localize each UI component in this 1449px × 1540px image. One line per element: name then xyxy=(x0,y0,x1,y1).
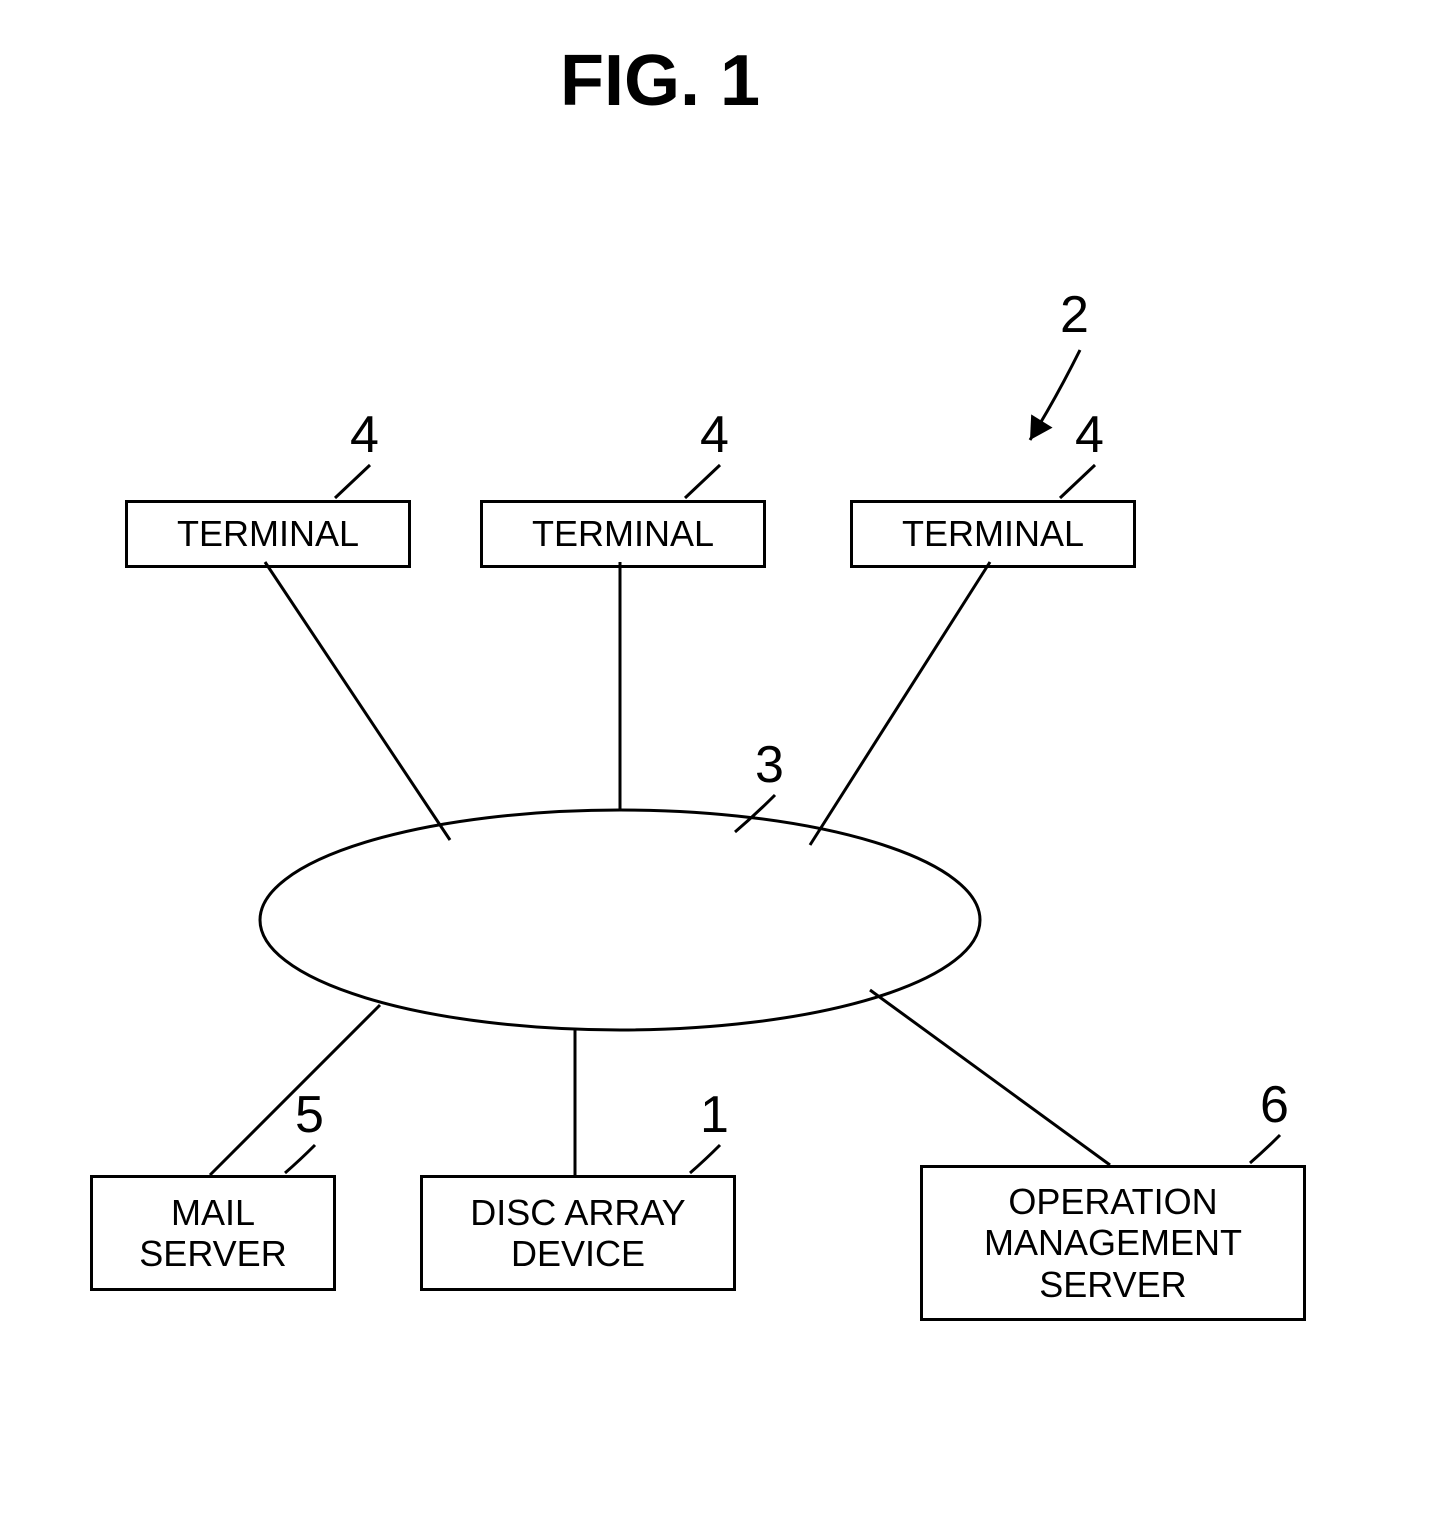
ref-label-1: 1 xyxy=(700,1085,729,1145)
terminal-box: TERMINAL xyxy=(125,500,411,568)
ref-label-3: 3 xyxy=(755,735,784,795)
ref-label-2: 2 xyxy=(1060,285,1089,345)
mail-server-box: MAIL SERVER xyxy=(90,1175,336,1291)
ref-label-4: 4 xyxy=(1075,405,1104,465)
op-mgmt-server-label: OPERATION MANAGEMENT SERVER xyxy=(984,1181,1242,1305)
terminal-box: TERMINAL xyxy=(850,500,1136,568)
ref-label-4: 4 xyxy=(350,405,379,465)
disc-array-label: DISC ARRAY DEVICE xyxy=(470,1192,685,1275)
figure-title: FIG. 1 xyxy=(560,40,760,122)
op-mgmt-server-box: OPERATION MANAGEMENT SERVER xyxy=(920,1165,1306,1321)
ref-label-5: 5 xyxy=(295,1085,324,1145)
terminal-label: TERMINAL xyxy=(902,513,1084,554)
terminal-label: TERMINAL xyxy=(532,513,714,554)
terminal-label: TERMINAL xyxy=(177,513,359,554)
terminal-box: TERMINAL xyxy=(480,500,766,568)
disc-array-box: DISC ARRAY DEVICE xyxy=(420,1175,736,1291)
ref-label-4: 4 xyxy=(700,405,729,465)
figure-page: FIG. 1 TERMINAL TERMINAL TERMINAL MAIL S… xyxy=(0,0,1449,1540)
mail-server-label: MAIL SERVER xyxy=(139,1192,286,1275)
ref-label-6: 6 xyxy=(1260,1075,1289,1135)
